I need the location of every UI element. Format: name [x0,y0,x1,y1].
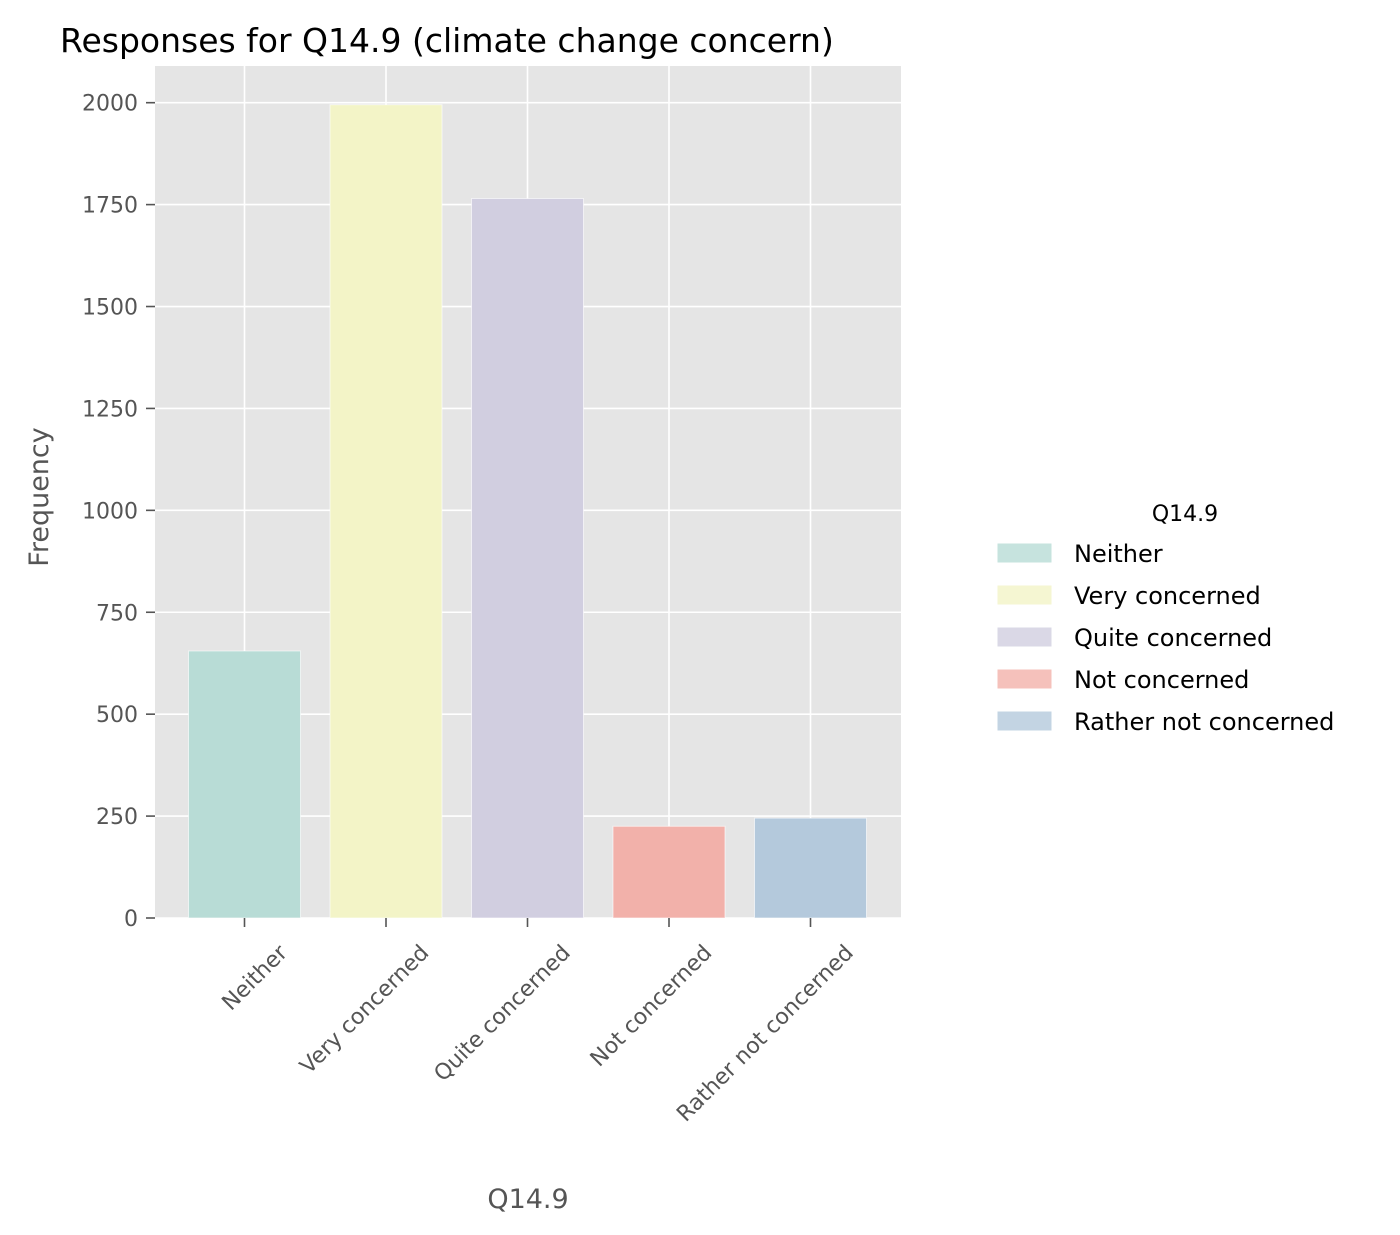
bar-very-concerned [329,104,443,919]
y-tick-label: 0 [124,907,138,932]
bar-neither [188,650,301,919]
legend-label: Not concerned [1074,666,1249,694]
chart-title: Responses for Q14.9 (climate change conc… [60,21,834,60]
bar-not-concerned [612,825,726,919]
y-tick-label: 500 [96,703,138,728]
y-axis-label: Frequency [24,427,55,567]
y-tick-label: 1000 [82,499,138,524]
legend-items: Neither Very concerned Quite concerned Not … [996,540,1334,736]
legend-label: Neither [1074,540,1163,568]
bar-quite-concerned [471,197,584,919]
legend: Q14.9 Neither Very concerned Quite concern… [996,502,1334,736]
x-tick-label: Neither [218,940,294,1016]
bar-rather-not-concerned [754,817,867,919]
legend-label: Quite concerned [1074,624,1272,652]
y-tick-label: 250 [96,805,138,830]
y-tick-label: 1250 [82,397,138,422]
y-tick-label: 2000 [82,92,138,117]
x-tick-label: Very concerned [296,941,435,1080]
legend-swatch [996,626,1053,648]
y-tick-label: 1750 [82,194,138,219]
legend-swatch [996,710,1053,732]
legend-title: Q14.9 [1152,502,1218,527]
legend-label: Very concerned [1074,582,1261,610]
legend-swatch [996,584,1053,606]
legend-swatch [996,668,1053,690]
bars [188,104,867,919]
x-tick-label: Quite concerned [430,941,576,1087]
legend-swatch [996,542,1053,564]
x-axis-label: Q14.9 [487,1184,568,1215]
y-tick-label: 750 [96,601,138,626]
y-axis: 0 250 500 750 1000 1250 1500 1750 2000 [82,92,155,932]
y-tick-label: 1500 [82,296,138,321]
x-tick-label: Not concerned [586,941,717,1072]
legend-label: Rather not concerned [1074,708,1334,736]
